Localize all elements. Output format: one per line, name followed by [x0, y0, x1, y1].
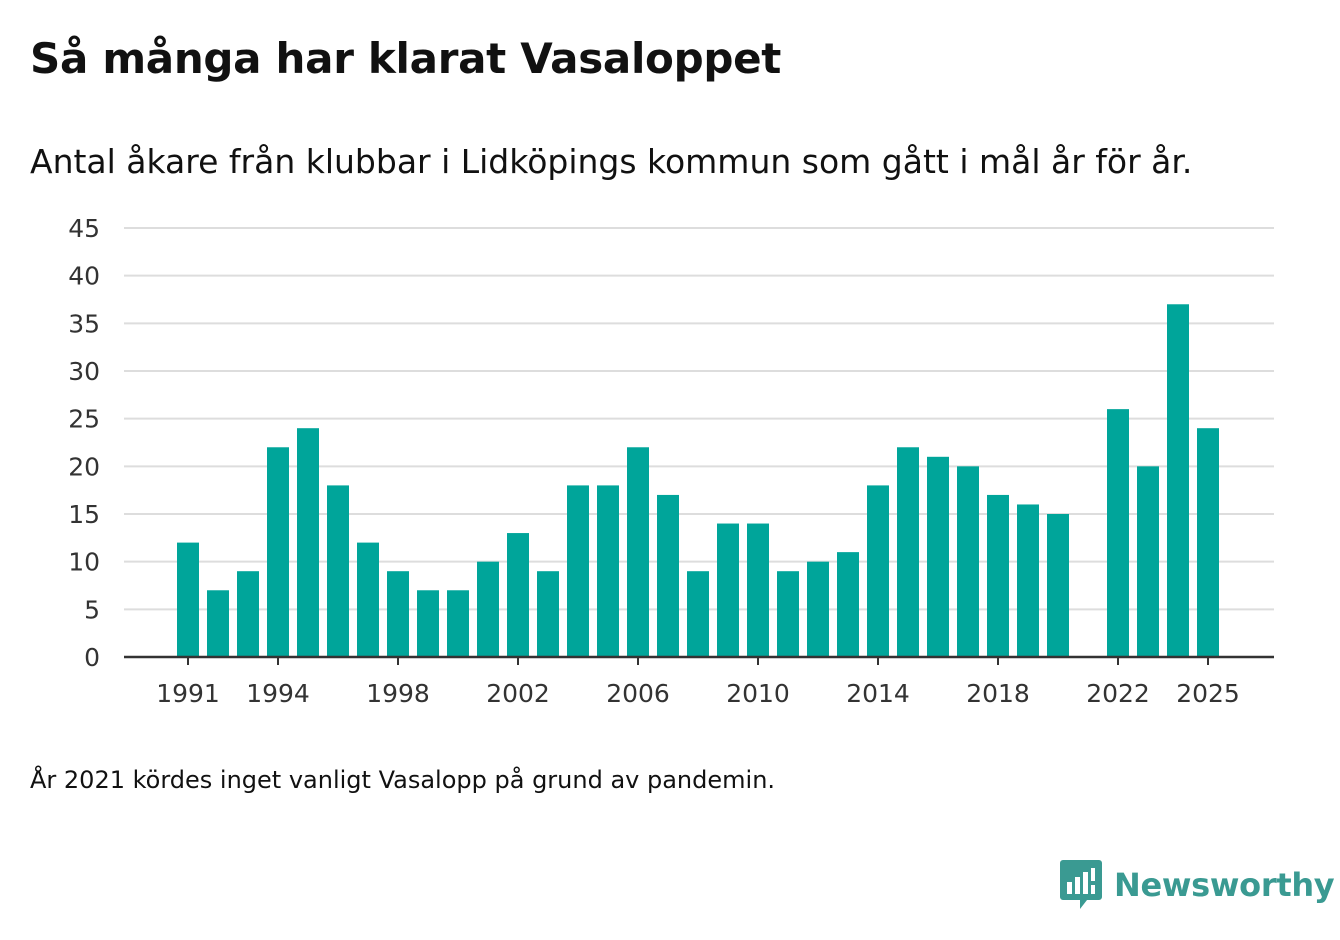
bar-1999[interactable] [417, 590, 439, 657]
bar-2006[interactable] [627, 447, 649, 657]
bar-1998[interactable] [387, 571, 409, 657]
x-tick-label: 2025 [1176, 679, 1240, 708]
bar-1992[interactable] [207, 590, 229, 657]
brand-logo[interactable]: Newsworthy [1060, 860, 1335, 910]
bar-2002[interactable] [507, 533, 529, 657]
brand-name: Newsworthy [1114, 866, 1335, 904]
bar-2011[interactable] [777, 571, 799, 657]
x-tick-label: 1998 [366, 679, 430, 708]
x-tick-label: 1994 [246, 679, 310, 708]
bar-2012[interactable] [807, 561, 829, 657]
y-tick-label: 10 [68, 548, 100, 577]
bar-1994[interactable] [267, 447, 289, 657]
x-tick-label: 2006 [606, 679, 670, 708]
axes [124, 655, 1274, 665]
bar-2008[interactable] [687, 571, 709, 657]
bar-2009[interactable] [717, 523, 739, 657]
bar-2010[interactable] [747, 523, 769, 657]
chart-title: Så många har klarat Vasaloppet [30, 34, 782, 83]
x-tick-labels: 1991 1994 1998 2002 2006 2010 2014 2018 2022 2025 [156, 679, 1240, 708]
y-tick-label: 20 [68, 452, 100, 481]
x-tick-label: 1991 [156, 679, 220, 708]
x-tick-label: 2002 [486, 679, 550, 708]
bar-1993[interactable] [237, 571, 259, 657]
bar-2019[interactable] [1017, 504, 1039, 657]
bar-2014[interactable] [867, 485, 889, 657]
bar-2025[interactable] [1197, 428, 1219, 657]
bar-2013[interactable] [837, 552, 859, 657]
y-tick-label: 35 [68, 309, 100, 338]
footnote: År 2021 kördes inget vanligt Vasalopp på… [30, 766, 776, 794]
bar-2003[interactable] [537, 571, 559, 657]
bar-1996[interactable] [327, 485, 349, 657]
bar-2018[interactable] [987, 494, 1009, 657]
bar-2016[interactable] [927, 456, 949, 657]
bar-2000[interactable] [447, 590, 469, 657]
bar-2004[interactable] [567, 485, 589, 657]
y-tick-label: 30 [68, 357, 100, 386]
bar-2020[interactable] [1047, 514, 1069, 657]
bar-2022[interactable] [1107, 409, 1129, 657]
bar-2017[interactable] [957, 466, 979, 657]
x-tick-label: 2010 [726, 679, 790, 708]
y-tick-label: 45 [68, 214, 100, 243]
x-tick-label: 2018 [966, 679, 1030, 708]
y-tick-label: 15 [68, 500, 100, 529]
y-tick-label: 25 [68, 405, 100, 434]
bar-2001[interactable] [477, 561, 499, 657]
y-tick-labels: 0 5 10 15 20 25 30 35 40 45 [68, 214, 100, 672]
bar-2024[interactable] [1167, 304, 1189, 657]
y-tick-label: 0 [84, 643, 100, 672]
bar-1997[interactable] [357, 542, 379, 657]
bar-1995[interactable] [297, 428, 319, 657]
y-tick-label: 40 [68, 262, 100, 291]
bar-1991[interactable] [177, 542, 199, 657]
bar-2005[interactable] [597, 485, 619, 657]
chart-subtitle: Antal åkare från klubbar i Lidköpings ko… [30, 142, 1193, 181]
bars [177, 304, 1219, 657]
bar-2015[interactable] [897, 447, 919, 657]
x-tick-label: 2014 [846, 679, 910, 708]
y-tick-label: 5 [84, 595, 100, 624]
x-tick-label: 2022 [1086, 679, 1150, 708]
grid-lines [124, 227, 1274, 611]
bar-chart-speech-bubble-icon [1060, 860, 1102, 909]
bar-2023[interactable] [1137, 466, 1159, 657]
bar-2007[interactable] [657, 494, 679, 657]
